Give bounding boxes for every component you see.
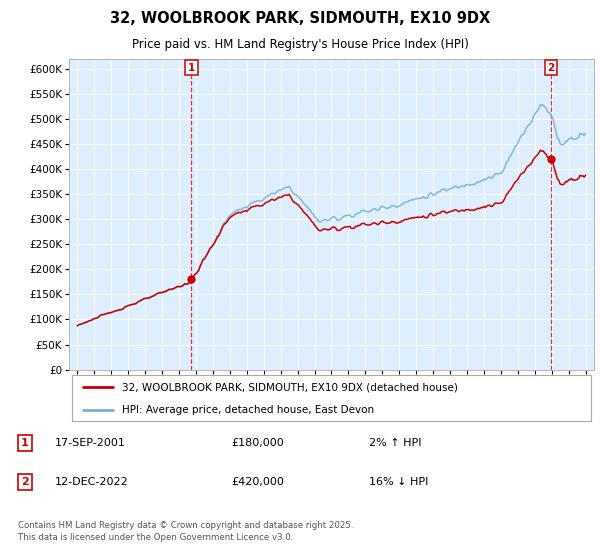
Text: 16% ↓ HPI: 16% ↓ HPI [369,477,428,487]
Text: HPI: Average price, detached house, East Devon: HPI: Average price, detached house, East… [121,405,374,415]
Text: Contains HM Land Registry data © Crown copyright and database right 2025.
This d: Contains HM Land Registry data © Crown c… [18,521,353,542]
Text: 1: 1 [188,63,195,73]
Text: £180,000: £180,000 [231,438,284,448]
Text: 2: 2 [20,477,28,487]
Text: 12-DEC-2022: 12-DEC-2022 [55,477,129,487]
Text: 32, WOOLBROOK PARK, SIDMOUTH, EX10 9DX: 32, WOOLBROOK PARK, SIDMOUTH, EX10 9DX [110,11,490,26]
Text: 2: 2 [547,63,554,73]
Text: Price paid vs. HM Land Registry's House Price Index (HPI): Price paid vs. HM Land Registry's House … [131,38,469,51]
Text: 17-SEP-2001: 17-SEP-2001 [55,438,126,448]
Text: 32, WOOLBROOK PARK, SIDMOUTH, EX10 9DX (detached house): 32, WOOLBROOK PARK, SIDMOUTH, EX10 9DX (… [121,382,457,393]
Text: 2% ↑ HPI: 2% ↑ HPI [369,438,422,448]
FancyBboxPatch shape [71,376,592,421]
Text: £420,000: £420,000 [231,477,284,487]
Text: 1: 1 [20,438,28,448]
